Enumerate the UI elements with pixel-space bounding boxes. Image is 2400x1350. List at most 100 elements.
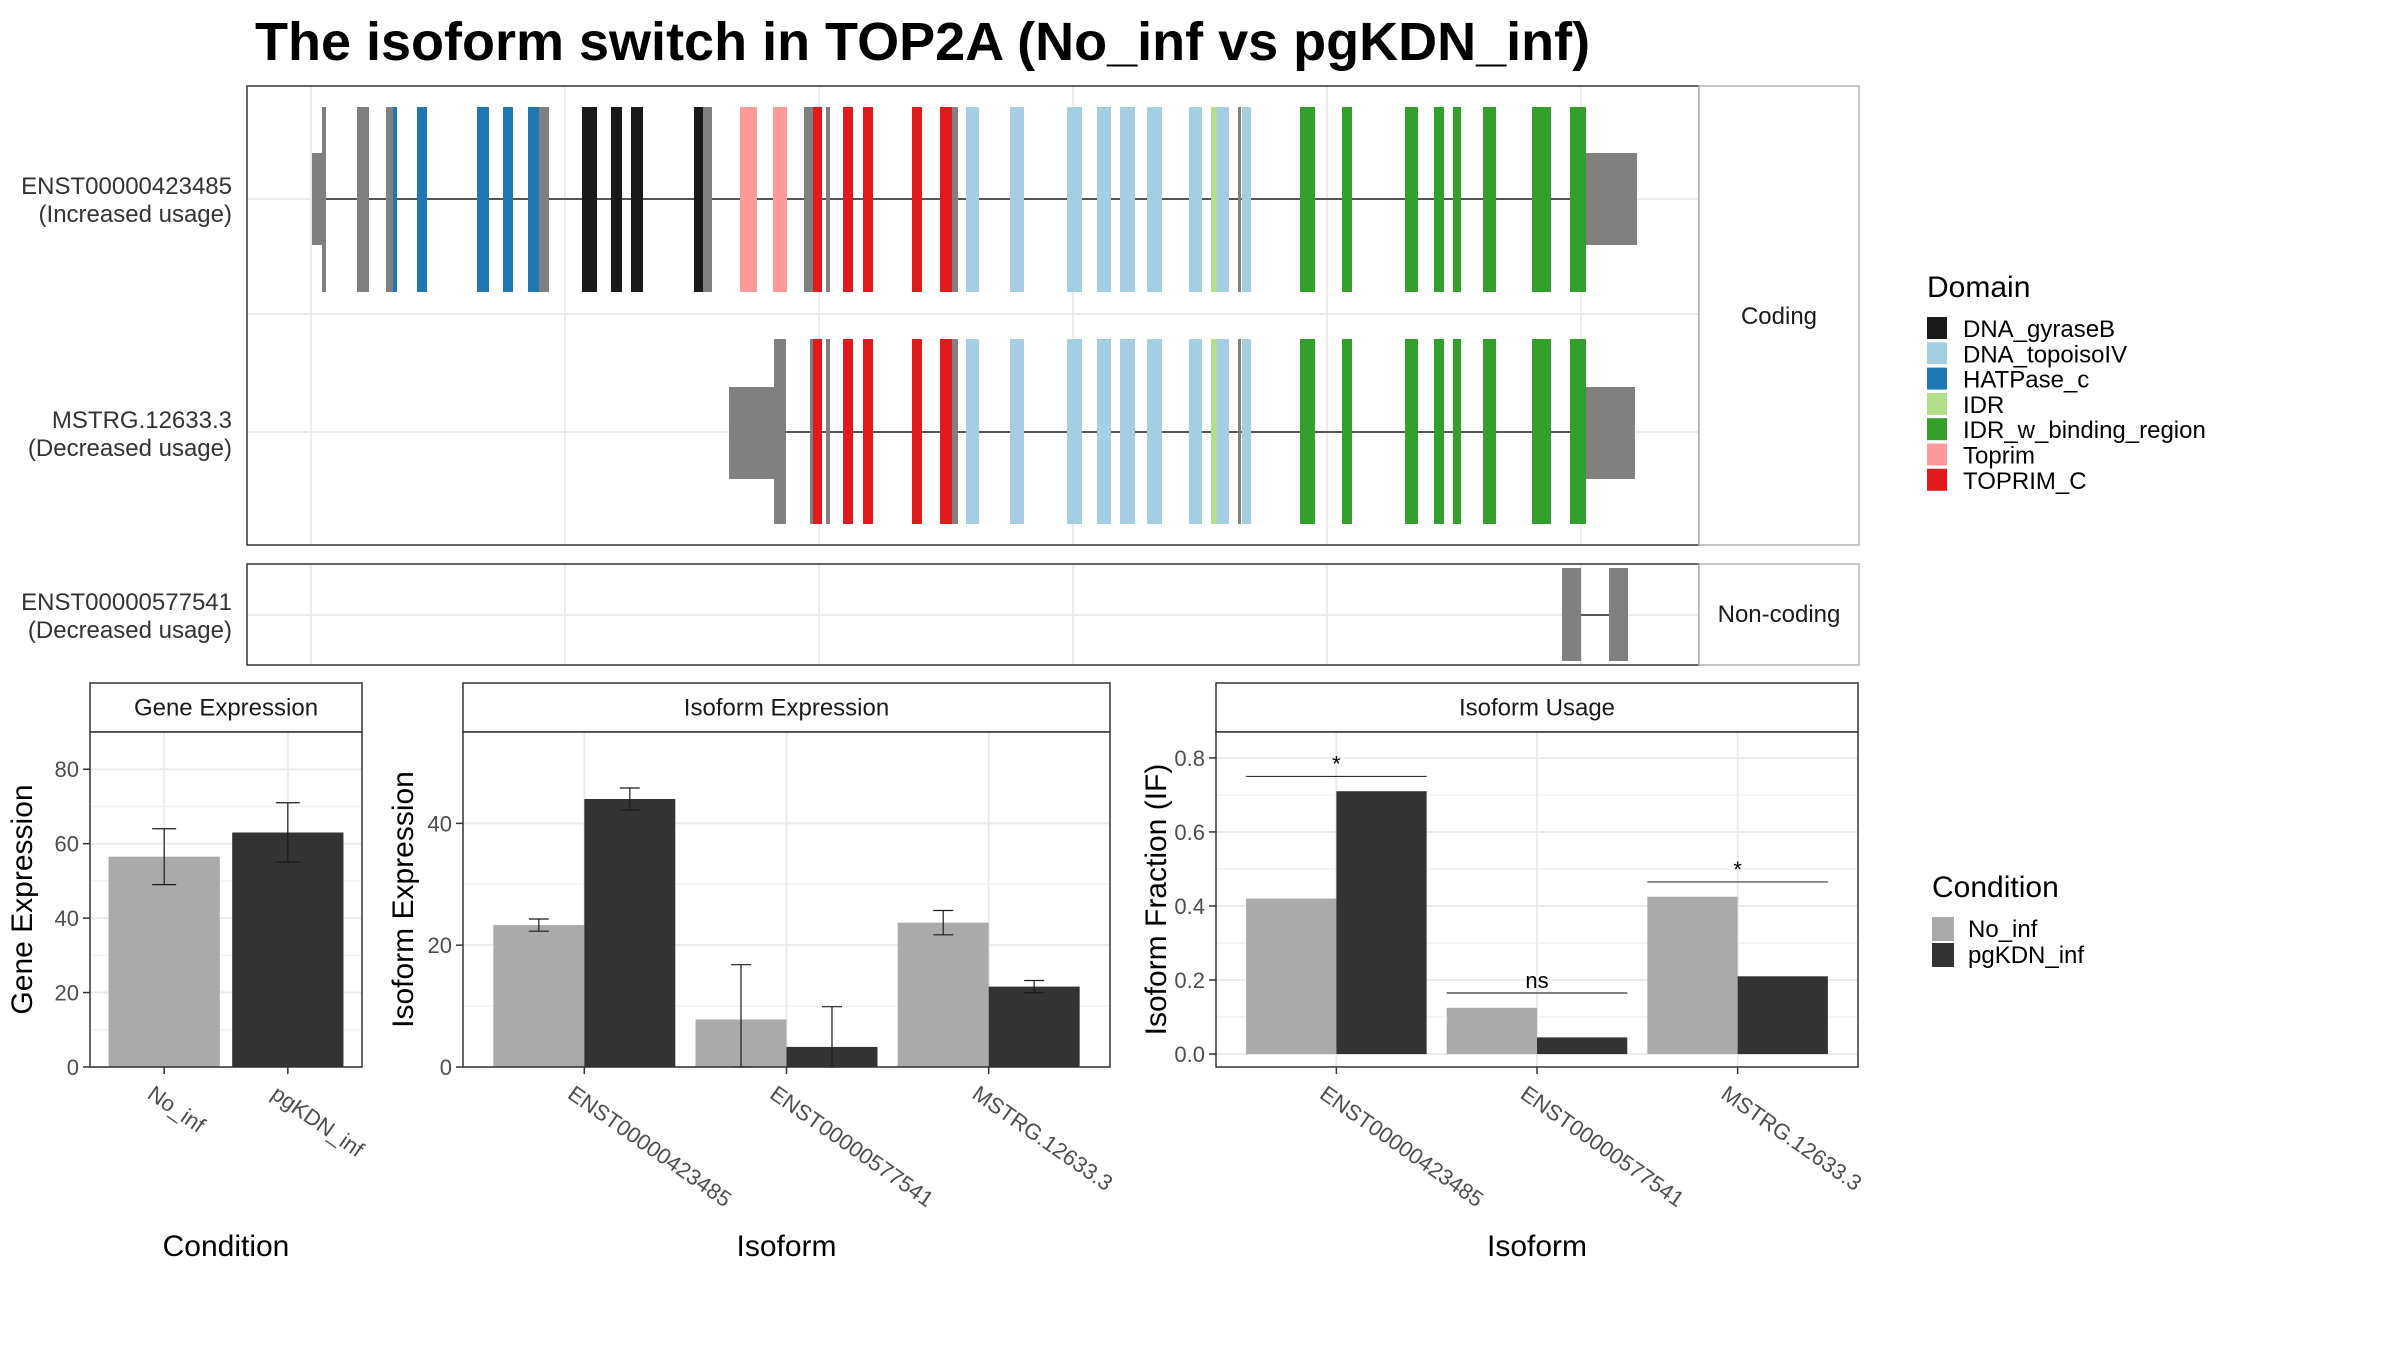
transcript-2-exon: [1211, 339, 1217, 524]
domain-legend-label: IDR: [1963, 392, 2004, 419]
significance-label: *: [1733, 857, 1742, 882]
y-tick-label: 20: [428, 933, 452, 958]
transcript-2-exon: [1120, 339, 1135, 524]
y-tick-label: 0.6: [1174, 820, 1205, 845]
transcript-1-exon: [582, 107, 597, 292]
transcript-1-exon: [386, 107, 393, 292]
transcript-2-exon: [1570, 339, 1586, 524]
transcript-2-exon: [826, 339, 830, 524]
noncoding-strip-label: Non-coding: [1718, 601, 1841, 628]
transcript-2-exon: [1217, 339, 1229, 524]
transcript-1-exon: [940, 107, 952, 292]
transcript-label-1-id: ENST00000423485: [21, 173, 232, 200]
transcript-2-exon: [1189, 339, 1202, 524]
transcript-2-exon: [813, 339, 822, 524]
transcript-1-exon: [1211, 107, 1217, 292]
transcript-2-utr: [729, 387, 779, 479]
bar: [897, 922, 989, 1067]
noncoding-strip: [1698, 563, 1860, 666]
x-tick-label: ENST00000577541: [1516, 1081, 1689, 1212]
chart-strip-title: Gene Expression: [134, 695, 318, 722]
chart-strip: [462, 682, 1111, 733]
condition-legend-label: pgKDN_inf: [1968, 942, 2084, 969]
y-axis-title: Isoform Expression: [387, 771, 420, 1028]
chart-strip-title: Isoform Expression: [684, 695, 889, 722]
bar: [1737, 976, 1828, 1055]
transcript-1-exon: [477, 107, 489, 292]
transcript-2-exon: [863, 339, 873, 524]
transcript-1-exon: [539, 107, 549, 292]
y-tick-label: 20: [55, 981, 79, 1006]
transcript-1-exon: [740, 107, 757, 292]
x-tick-label: ENST00000423485: [563, 1081, 736, 1212]
transcript-1-exon: [1405, 107, 1418, 292]
transcript-1-exon: [1483, 107, 1496, 292]
transcript-2-exon: [1238, 339, 1241, 524]
transcript-label-2-id: MSTRG.12633.3: [52, 407, 232, 434]
transcript-1-exon: [826, 107, 830, 292]
transcript-2-exon: [843, 339, 853, 524]
chart-strip-title: Isoform Usage: [1459, 695, 1615, 722]
transcript-1-exon: [1217, 107, 1229, 292]
transcript-2-utr: [1586, 387, 1635, 479]
transcript-1-exon: [1300, 107, 1315, 292]
transcript-1-exon: [703, 107, 712, 292]
x-tick-label: MSTRG.12633.3: [1717, 1081, 1867, 1196]
transcript-structure: Coding Non-coding ENST00000423485 (Incre…: [21, 85, 1860, 666]
transcript-1-exon: [357, 107, 369, 292]
x-tick-label: ENST00000577541: [766, 1081, 939, 1212]
transcript-2-exon: [810, 339, 813, 524]
transcript-1-exon: [1120, 107, 1135, 292]
transcript-2-exon: [1242, 339, 1251, 524]
transcript-1-exon: [528, 107, 539, 292]
bar: [108, 856, 220, 1067]
y-tick-label: 0: [440, 1055, 452, 1080]
domain-legend-label: TOPRIM_C: [1963, 468, 2087, 495]
domain-legend-title: Domain: [1927, 271, 2030, 304]
chart-strip: [1215, 682, 1859, 733]
transcript-1-exon: [863, 107, 873, 292]
domain-legend-label: IDR_w_binding_region: [1963, 417, 2206, 444]
transcript-1-exon: [417, 107, 427, 292]
domain-legend-key: [1927, 418, 1947, 441]
domain-legend-label: DNA_gyraseB: [1963, 316, 2115, 343]
transcript-2-exon: [1453, 339, 1461, 524]
transcript-1-exon: [1147, 107, 1162, 292]
transcript-3-exon: [1562, 568, 1581, 661]
figure-title: The isoform switch in TOP2A (No_inf vs p…: [255, 12, 1590, 72]
transcript-1-utr: [1586, 153, 1637, 245]
y-axis-title: Gene Expression: [6, 784, 39, 1014]
transcript-1-exon: [1097, 107, 1111, 292]
transcript-1-exon: [503, 107, 513, 292]
domain-legend-key: [1927, 468, 1947, 491]
transcript-1-utr: [312, 153, 322, 245]
y-tick-label: 60: [55, 832, 79, 857]
domain-legend-label: Toprim: [1963, 443, 2035, 470]
transcript-1-exon: [912, 107, 922, 292]
x-tick-label: MSTRG.12633.3: [968, 1081, 1118, 1196]
transcript-1-exon: [1238, 107, 1241, 292]
y-tick-label: 40: [428, 811, 452, 836]
bar: [1246, 898, 1337, 1055]
transcript-1-exon: [843, 107, 853, 292]
transcript-1-exon: [1453, 107, 1461, 292]
transcript-2-exon: [1067, 339, 1082, 524]
transcript-1-exon: [1570, 107, 1586, 292]
transcript-1-exon: [1010, 107, 1024, 292]
transcript-label-2-usage: (Decreased usage): [28, 435, 232, 462]
significance-label: *: [1332, 751, 1341, 776]
transcript-1-exon: [631, 107, 643, 292]
y-tick-label: 0.0: [1174, 1042, 1205, 1067]
y-tick-label: 0: [67, 1055, 79, 1080]
condition-legend-label: No_inf: [1968, 916, 2038, 943]
transcript-2-exon: [1532, 339, 1551, 524]
transcript-label-3-id: ENST00000577541: [21, 589, 232, 616]
y-tick-label: 40: [55, 906, 79, 931]
domain-legend-key: [1927, 342, 1947, 365]
transcript-2-exon: [1300, 339, 1315, 524]
domain-legend-key: [1927, 317, 1947, 339]
y-tick-label: 0.8: [1174, 746, 1205, 771]
x-axis-title: Isoform: [736, 1230, 836, 1263]
